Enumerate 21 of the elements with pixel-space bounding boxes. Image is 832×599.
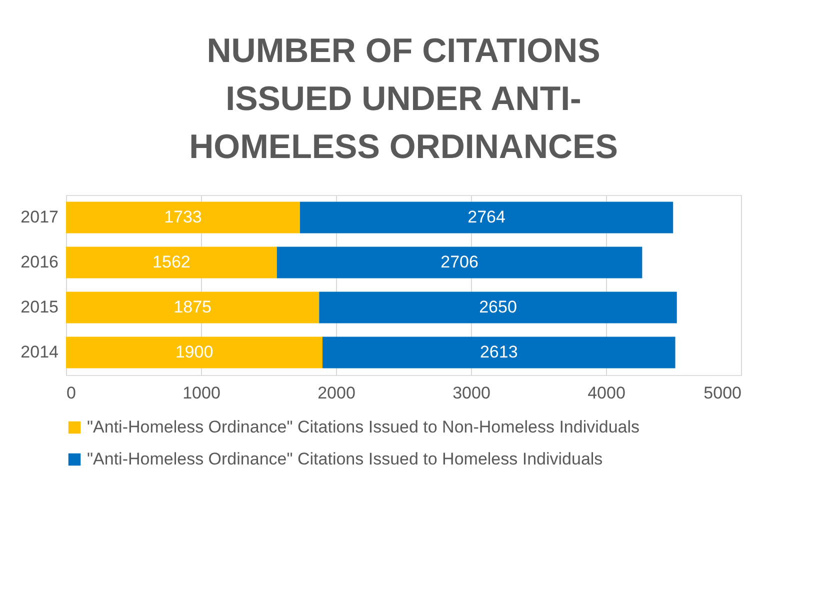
chart-title: NUMBER OF CITATIONS ISSUED UNDER ANTI-HOMELESS ORDINANCES <box>189 32 618 166</box>
legend-label: "Anti-Homeless Ordinance" Citations Issued to Non-Homeless Individuals <box>87 418 640 436</box>
y-tick-label: 2014 <box>20 342 58 362</box>
x-tick-label: 5000 <box>704 384 742 402</box>
data-label: 2706 <box>440 252 478 272</box>
legend-label: "Anti-Homeless Ordinance" Citations Issued to Homeless Individuals <box>87 450 603 468</box>
data-label: 2650 <box>479 298 517 316</box>
x-tick-label: 2000 <box>318 384 356 402</box>
data-label: 1733 <box>164 208 202 226</box>
data-label: 1562 <box>152 252 190 272</box>
data-label: 1900 <box>175 342 214 362</box>
y-tick-label: 2016 <box>20 252 58 272</box>
data-label: 1875 <box>174 298 212 316</box>
data-label: 2764 <box>468 208 506 226</box>
y-tick-label: 2017 <box>20 208 58 226</box>
x-tick-label: 1000 <box>182 384 220 402</box>
x-tick-label: 0 <box>66 384 76 402</box>
y-tick-label: 2015 <box>20 298 58 316</box>
x-tick-label: 3000 <box>452 384 490 402</box>
data-label: 2613 <box>480 342 518 362</box>
x-tick-label: 4000 <box>588 384 626 402</box>
